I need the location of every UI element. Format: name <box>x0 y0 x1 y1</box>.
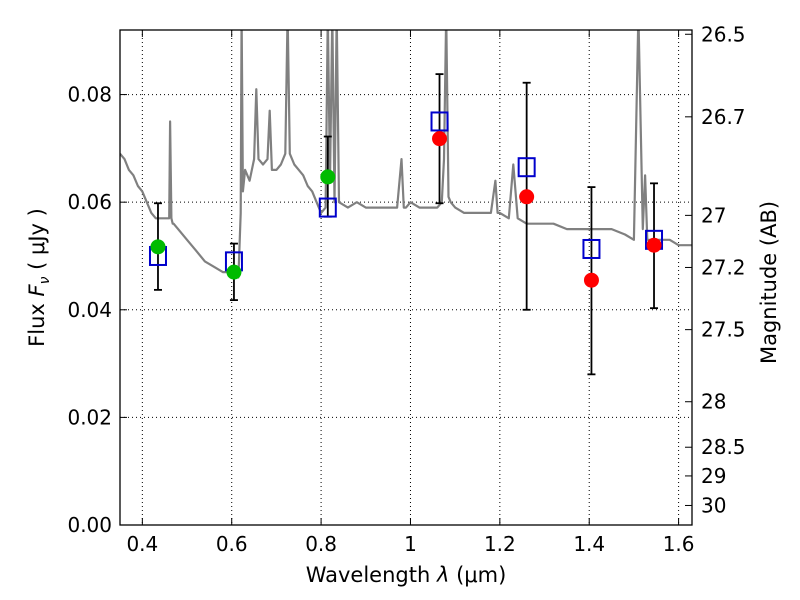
spectrum-line <box>120 30 692 279</box>
magnitude-tick-label: 30 <box>701 493 726 517</box>
grid-lines <box>120 30 692 525</box>
magnitude-tick-label: 26.5 <box>701 22 746 46</box>
magnitude-tick-label: 29 <box>701 464 726 488</box>
y-tick-label: 0.04 <box>67 298 112 322</box>
x-axis-label: Wavelength λ (μm) <box>306 563 507 587</box>
nir-point <box>519 189 535 205</box>
x-tick-label: 0.4 <box>126 532 158 556</box>
magnitude-tick-label: 28.5 <box>701 435 746 459</box>
nir-point <box>583 272 599 288</box>
y-axis-label: Flux Fν ( μJy ) <box>25 208 53 347</box>
model-box <box>582 238 601 259</box>
model-box <box>430 111 449 132</box>
y-tick-label: 0.08 <box>67 83 112 107</box>
y-tick-label: 0.00 <box>67 513 112 537</box>
x-tick-label: 1.4 <box>573 532 605 556</box>
magnitude-tick-label: 27 <box>701 203 726 227</box>
magnitude-tick-label: 28 <box>701 390 726 414</box>
x-tick-label: 1 <box>404 532 417 556</box>
magnitude-tick-label: 26.7 <box>701 105 746 129</box>
x-tick-label: 0.8 <box>305 532 337 556</box>
error-bars <box>153 73 659 376</box>
y-tick-labels: 0.00 0.02 0.04 0.06 0.08 <box>67 83 112 537</box>
nir-point <box>432 131 448 147</box>
magnitude-tick-labels: 26.5 26.7 27 27.2 27.5 28 28.5 29 30 <box>701 22 746 517</box>
observed-photometry-points <box>150 131 662 288</box>
magnitude-tick-label: 27.2 <box>701 255 746 279</box>
x-tick-labels: 0.4 0.6 0.8 1 1.2 1.4 1.6 <box>126 532 694 556</box>
magnitude-axis-label: Magnitude (AB) <box>757 201 781 364</box>
plot-frame <box>119 29 693 526</box>
x-tick-label: 1.2 <box>484 532 516 556</box>
y-tick-label: 0.06 <box>67 190 112 214</box>
model-box <box>318 197 337 218</box>
y-tick-label: 0.02 <box>67 405 112 429</box>
model-box <box>517 157 536 178</box>
magnitude-tick-label: 27.5 <box>701 318 746 342</box>
optical-point <box>320 169 336 185</box>
axis-ticks <box>120 30 692 526</box>
optical-point <box>150 239 166 255</box>
nir-point <box>646 237 662 253</box>
model-spectrum <box>120 30 692 279</box>
model-photometry-boxes <box>148 111 664 272</box>
x-tick-label: 0.6 <box>216 532 248 556</box>
x-tick-label: 1.6 <box>663 532 695 556</box>
optical-point <box>226 264 242 280</box>
